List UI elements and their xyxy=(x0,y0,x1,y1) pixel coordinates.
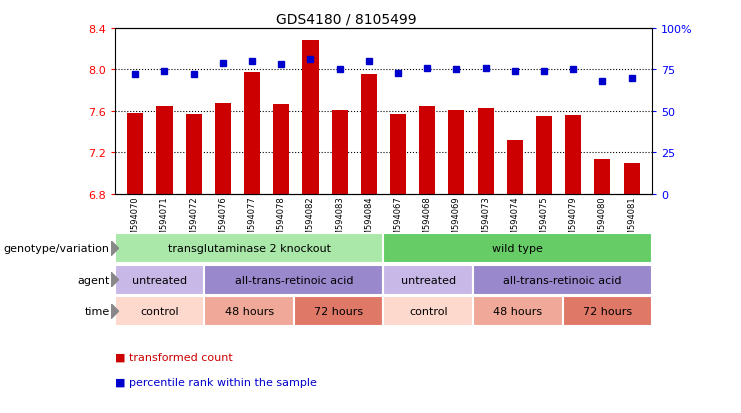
Bar xyxy=(390,114,406,194)
Text: ■ percentile rank within the sample: ■ percentile rank within the sample xyxy=(115,377,316,387)
Polygon shape xyxy=(111,273,119,287)
Text: transglutaminase 2 knockout: transglutaminase 2 knockout xyxy=(167,244,330,254)
Bar xyxy=(156,106,173,194)
Text: untreated: untreated xyxy=(132,275,187,285)
Bar xyxy=(302,41,319,194)
Text: 48 hours: 48 hours xyxy=(494,306,542,316)
Bar xyxy=(186,114,202,194)
Bar xyxy=(478,109,494,194)
Text: GDS4180 / 8105499: GDS4180 / 8105499 xyxy=(276,12,416,26)
Bar xyxy=(507,140,523,194)
Bar xyxy=(332,110,348,194)
Bar xyxy=(594,160,611,194)
Text: wild type: wild type xyxy=(492,244,543,254)
Text: all-trans-retinoic acid: all-trans-retinoic acid xyxy=(235,275,353,285)
Text: control: control xyxy=(409,306,448,316)
Text: ■ transformed count: ■ transformed count xyxy=(115,352,233,362)
Text: 72 hours: 72 hours xyxy=(314,306,363,316)
Bar xyxy=(127,114,143,194)
Text: 48 hours: 48 hours xyxy=(225,306,273,316)
Text: untreated: untreated xyxy=(401,275,456,285)
Bar xyxy=(361,74,377,194)
Bar xyxy=(215,103,231,194)
Bar xyxy=(624,163,639,194)
Bar xyxy=(565,116,581,194)
Bar xyxy=(244,74,260,194)
Bar xyxy=(536,116,552,194)
Text: all-trans-retinoic acid: all-trans-retinoic acid xyxy=(503,275,622,285)
Bar xyxy=(273,104,289,194)
Polygon shape xyxy=(111,241,119,256)
Text: time: time xyxy=(84,306,110,316)
Text: 72 hours: 72 hours xyxy=(582,306,632,316)
Text: genotype/variation: genotype/variation xyxy=(4,244,110,254)
Polygon shape xyxy=(111,304,119,319)
Text: control: control xyxy=(140,306,179,316)
Bar xyxy=(419,106,435,194)
Text: agent: agent xyxy=(77,275,110,285)
Bar xyxy=(448,110,465,194)
